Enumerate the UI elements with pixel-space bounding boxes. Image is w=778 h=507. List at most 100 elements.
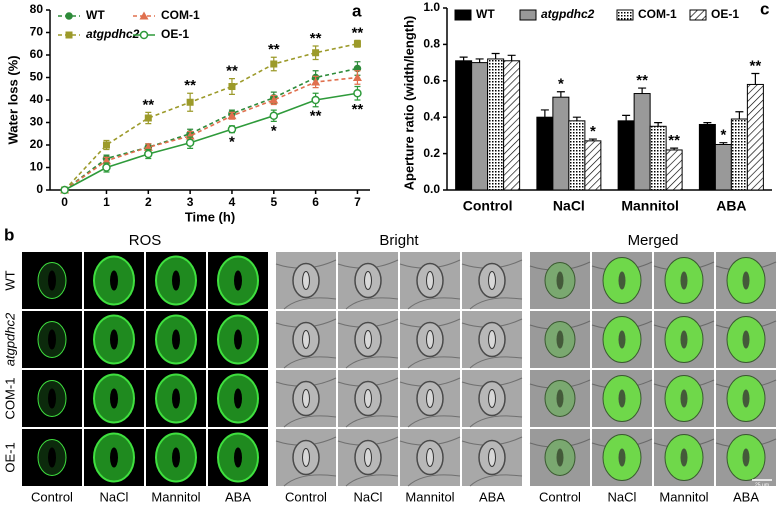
marker <box>312 49 320 57</box>
pore <box>426 389 434 408</box>
error-bar <box>654 122 663 127</box>
error-bar <box>491 52 500 59</box>
legend-label: OE-1 <box>161 27 189 41</box>
y-axis-title: Water loss (%) <box>5 55 20 144</box>
significance: ** <box>668 132 680 149</box>
y-tick-label: 60 <box>30 47 44 61</box>
bar <box>746 83 764 191</box>
marker <box>143 142 153 151</box>
legend-label: COM-1 <box>161 8 200 22</box>
pore <box>488 330 496 349</box>
x-tick-label: 4 <box>229 195 236 209</box>
bar <box>471 62 489 191</box>
pore <box>48 270 56 291</box>
y-tick-label: 20 <box>30 137 44 151</box>
x-tick-label: 5 <box>270 195 277 209</box>
pore <box>488 271 496 290</box>
pore <box>48 388 56 409</box>
micrograph <box>653 370 715 427</box>
micrograph <box>146 370 206 427</box>
micrograph <box>591 311 653 368</box>
pore <box>488 389 496 408</box>
pore <box>488 448 496 467</box>
pore <box>556 389 564 408</box>
x-tick-label: 1 <box>103 195 110 209</box>
y-tick-label: 40 <box>30 92 44 106</box>
pore <box>110 270 118 291</box>
bar <box>649 125 667 191</box>
micrograph <box>22 429 82 486</box>
marker <box>270 60 278 68</box>
bar <box>552 96 570 191</box>
y-tick-label: 70 <box>30 25 44 39</box>
significance: * <box>558 76 564 93</box>
group-title: ROS <box>129 232 162 249</box>
error-bar <box>572 116 581 121</box>
marker <box>353 40 361 48</box>
pore <box>48 447 56 468</box>
column-label: Control <box>285 489 327 504</box>
pore <box>234 329 242 350</box>
marker <box>311 95 320 105</box>
x-tick-label: 0 <box>61 195 68 209</box>
micrograph <box>591 429 653 486</box>
micrograph <box>337 429 399 487</box>
pore <box>426 448 434 467</box>
error-bar <box>751 72 760 85</box>
pore <box>364 330 372 349</box>
micrograph <box>275 252 337 310</box>
legend-label: OE-1 <box>711 7 739 21</box>
legend-marker <box>65 12 73 20</box>
column-label: NaCl <box>354 489 383 504</box>
marker <box>311 77 321 86</box>
pore <box>110 329 118 350</box>
micrograph <box>84 429 144 486</box>
x-tick-label: Control <box>463 198 513 214</box>
legend-label: atgpdhc2 <box>86 27 140 41</box>
x-tick-label: 2 <box>145 195 152 209</box>
line <box>64 42 358 191</box>
pore <box>110 388 118 409</box>
marker <box>227 125 237 134</box>
row-label: OE-1 <box>2 442 17 472</box>
micrograph <box>461 370 523 428</box>
error-bar <box>475 58 484 63</box>
legend-label: WT <box>476 7 495 21</box>
micrograph <box>84 311 144 368</box>
significance: ** <box>750 57 762 74</box>
micrograph <box>275 311 337 369</box>
micrograph <box>337 370 399 428</box>
pore <box>302 448 310 467</box>
marker <box>185 138 195 147</box>
column-label: ABA <box>479 489 505 504</box>
pore <box>234 270 242 291</box>
micrograph <box>461 429 523 487</box>
y-tick-label: 0.2 <box>423 146 440 160</box>
error-bar <box>556 91 565 98</box>
micrograph <box>529 311 591 368</box>
pore <box>556 271 564 290</box>
y-tick-label: 50 <box>30 70 44 84</box>
row-label: WT <box>2 270 17 290</box>
line <box>64 92 358 191</box>
significance: ** <box>352 24 364 41</box>
pore <box>618 389 626 408</box>
x-tick-label: ABA <box>716 198 746 214</box>
micrograph <box>337 252 399 310</box>
error-bar <box>459 56 468 61</box>
pore <box>364 389 372 408</box>
pore <box>234 447 242 468</box>
micrograph <box>529 370 591 427</box>
pore <box>742 448 750 467</box>
significance: ** <box>268 41 280 58</box>
marker <box>102 163 111 172</box>
y-tick-label: 30 <box>30 115 44 129</box>
micrograph <box>399 311 461 369</box>
marker <box>269 95 279 104</box>
micrograph <box>146 311 206 368</box>
pore <box>172 447 180 468</box>
y-tick-label: 0 <box>36 182 43 196</box>
panel-label: a <box>352 1 362 20</box>
pore <box>742 389 750 408</box>
micrograph <box>653 429 715 486</box>
